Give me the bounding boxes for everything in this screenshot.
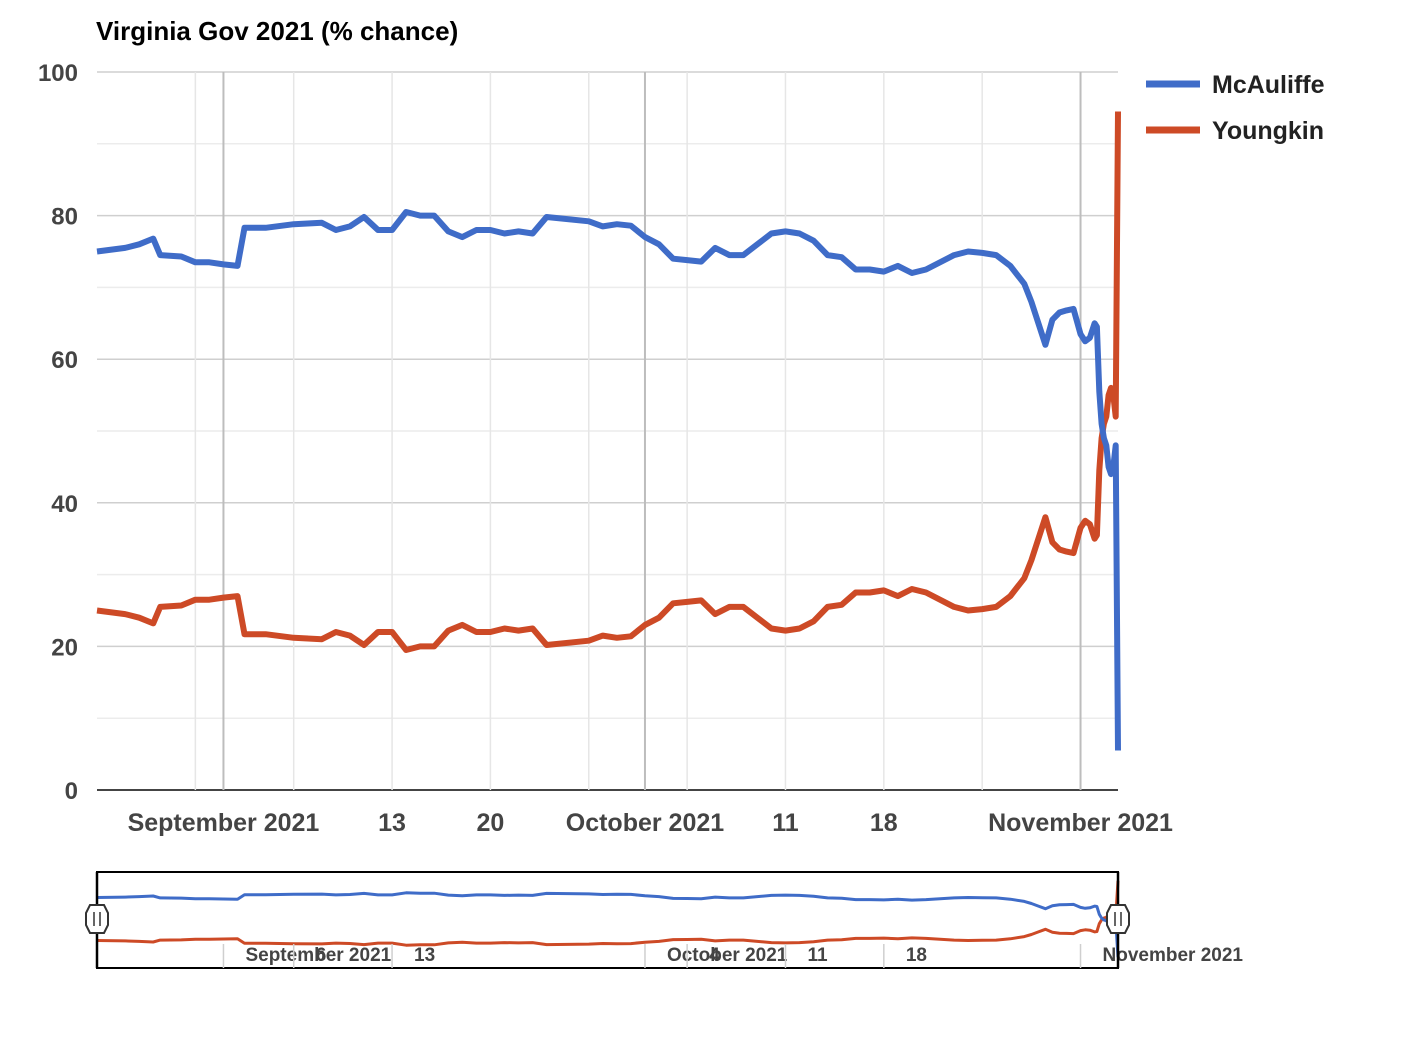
navigator-line-youngkin [96, 880, 1120, 947]
legend-label: McAuliffe [1212, 71, 1325, 99]
navigator-tick-label: September 2021 [245, 945, 391, 966]
chart-title: Virginia Gov 2021 (% chance) [96, 16, 458, 46]
navigator-frame[interactable] [96, 871, 1119, 969]
x-tick-label: 18 [870, 809, 898, 837]
navigator-tick-label: 13 [414, 945, 435, 966]
navigator-tick-label: October 2021 [667, 945, 788, 966]
navigator-tick-label: 4 [709, 945, 720, 966]
series-line-mcauliffe [96, 209, 1121, 751]
navigator-tick-label: November 2021 [1103, 945, 1244, 966]
x-tick-label: November 2021 [988, 809, 1173, 837]
y-tick-label: 100 [38, 60, 78, 87]
navigator-tick-label: 6 [316, 945, 327, 966]
navigator-tick-label: 11 [807, 945, 828, 966]
x-axis-ticks: September 2021 13 20 October 2021 11 18 Novemb… [128, 809, 1173, 837]
y-tick-label: 40 [51, 491, 78, 518]
y-tick-label: 0 [65, 778, 78, 805]
handle-grip [1106, 904, 1130, 934]
legend: McAuliffe Youngkin [1146, 71, 1325, 145]
legend-label: Youngkin [1212, 117, 1324, 145]
navigator-right-handle[interactable] [1106, 872, 1130, 968]
series-line-youngkin [96, 111, 1121, 653]
series-lines [96, 111, 1121, 751]
y-tick-label: 60 [51, 347, 78, 374]
x-tick-label: 20 [477, 809, 505, 837]
y-axis-ticks: 0 20 40 60 80 100 [38, 60, 78, 805]
x-tick-label: 11 [772, 809, 799, 837]
x-tick-label: October 2021 [566, 809, 725, 837]
gridlines [97, 71, 1118, 791]
y-tick-label: 20 [51, 634, 78, 661]
x-tick-label: September 2021 [128, 809, 320, 837]
navigator-tick-label: 18 [906, 945, 927, 966]
x-tick-label: 13 [378, 809, 406, 837]
navigator-left-handle[interactable] [85, 872, 109, 968]
handle-grip [85, 904, 109, 934]
y-tick-label: 80 [51, 204, 78, 231]
navigator-line-mcauliffe [96, 891, 1120, 958]
